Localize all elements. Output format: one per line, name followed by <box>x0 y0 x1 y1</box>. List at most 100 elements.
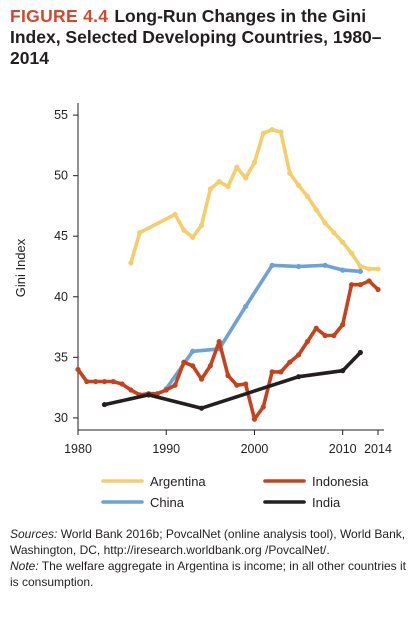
indonesia-point <box>348 282 355 288</box>
india-point <box>198 405 205 411</box>
indonesia-point <box>243 381 249 387</box>
indonesia-point <box>366 278 372 284</box>
argentina-point <box>260 130 266 136</box>
argentina-point <box>137 229 143 236</box>
x-tick-label: 2010 <box>329 442 357 456</box>
legend-label-indonesia: Indonesia <box>312 474 369 489</box>
argentina-point <box>225 183 231 190</box>
argentina-point <box>172 211 178 218</box>
indonesia-point <box>225 372 231 379</box>
india-point <box>295 374 302 380</box>
note-label: Note: <box>10 559 39 573</box>
sources-label: Sources: <box>10 527 58 541</box>
footnotes: Sources: World Bank 2016b; PovcalNet (on… <box>10 526 410 590</box>
legend-item-argentina: Argentina <box>101 474 206 489</box>
y-tick-label: 35 <box>54 350 68 364</box>
indonesia-point <box>322 332 328 339</box>
legend-label-argentina: Argentina <box>150 474 206 489</box>
legend-label-india: India <box>312 495 341 510</box>
figure-label: FIGURE 4.4 <box>10 6 109 26</box>
indonesia-point <box>216 338 222 345</box>
indonesia-point <box>260 404 266 410</box>
argentina-point <box>366 266 372 272</box>
argentina-point <box>251 159 258 165</box>
x-tick-label: 1990 <box>152 442 180 456</box>
argentina-point <box>269 127 275 133</box>
india-point <box>101 401 108 408</box>
x-tick-label: 2000 <box>241 442 269 456</box>
argentina-point <box>295 182 302 188</box>
indonesia-point <box>181 359 187 365</box>
indonesia-point <box>234 382 240 388</box>
indonesia-point <box>198 376 205 382</box>
argentina-point <box>278 129 284 135</box>
legend-item-china: China <box>101 495 185 510</box>
argentina-point <box>181 227 187 233</box>
note-text: The welfare aggregate in Argentina is in… <box>10 559 407 589</box>
argentina-point <box>322 220 328 226</box>
indonesia-point <box>304 338 311 345</box>
indonesia-point <box>110 378 116 385</box>
indonesia-point <box>93 378 99 385</box>
series-indonesia <box>75 278 381 422</box>
indonesia-point <box>84 378 90 385</box>
indonesia-point <box>340 322 346 328</box>
legend-item-india: India <box>263 495 341 510</box>
argentina-point <box>216 179 222 185</box>
indonesia-point <box>119 381 125 387</box>
argentina-point <box>287 170 293 176</box>
y-tick-label: 45 <box>54 229 68 243</box>
indonesia-point <box>163 387 169 393</box>
argentina-point <box>243 175 249 181</box>
chart-axes: 30 35 40 45 50 55 1980 1990 2000 2010 2014 <box>54 103 392 456</box>
argentina-point <box>348 250 355 256</box>
indonesia-point <box>331 332 337 339</box>
china-point <box>190 348 196 354</box>
china-point <box>243 303 249 310</box>
x-tick-label: 1980 <box>64 442 92 456</box>
indonesia-point <box>75 366 81 373</box>
indonesia-point <box>357 282 363 288</box>
series-china <box>163 262 363 392</box>
sources-text: World Bank 2016b; PovcalNet (online anal… <box>10 527 406 557</box>
indonesia-point <box>375 286 381 293</box>
china-point <box>269 262 275 268</box>
sources-note: Sources: World Bank 2016b; PovcalNet (on… <box>10 526 410 558</box>
india-point <box>145 392 152 398</box>
indonesia-point <box>269 369 275 375</box>
gini-line-chart: 30 35 40 45 50 55 1980 1990 2000 2010 2014 Gini In… <box>13 103 392 510</box>
indonesia-point <box>101 378 108 385</box>
indonesia-point <box>251 416 258 422</box>
argentina-point <box>357 263 363 270</box>
y-tick-label: 55 <box>54 108 68 122</box>
argentina-line <box>129 127 380 271</box>
china-point <box>340 267 346 273</box>
argentina-point <box>313 206 319 213</box>
indonesia-point <box>295 352 302 358</box>
india-point <box>357 349 363 356</box>
indonesia-point <box>287 359 293 365</box>
x-tick-label: 2014 <box>364 442 392 456</box>
figure-title: FIGURE 4.4 Long-Run Changes in the Gini I… <box>10 6 410 69</box>
argentina-point <box>304 193 311 199</box>
indonesia-point <box>128 387 134 393</box>
india-line <box>102 350 363 411</box>
india-point <box>340 368 346 374</box>
indonesia-point <box>190 363 196 369</box>
indonesia-point <box>278 369 284 375</box>
argentina-point <box>190 234 196 241</box>
legend-item-indonesia: Indonesia <box>263 474 369 489</box>
argentina-point <box>375 266 381 272</box>
argentina-point <box>207 186 213 192</box>
series-india <box>101 349 363 411</box>
welfare-note: Note: The welfare aggregate in Argentina… <box>10 558 410 590</box>
y-tick-label: 40 <box>54 290 68 304</box>
china-point <box>322 262 328 268</box>
indonesia-point <box>207 363 213 369</box>
chart-legend: Argentina Indonesia China India <box>101 474 369 510</box>
argentina-point <box>331 229 337 236</box>
y-axis-label: Gini Index <box>13 238 28 297</box>
china-point <box>295 263 302 270</box>
indonesia-point <box>313 325 319 331</box>
argentina-point <box>128 260 134 266</box>
